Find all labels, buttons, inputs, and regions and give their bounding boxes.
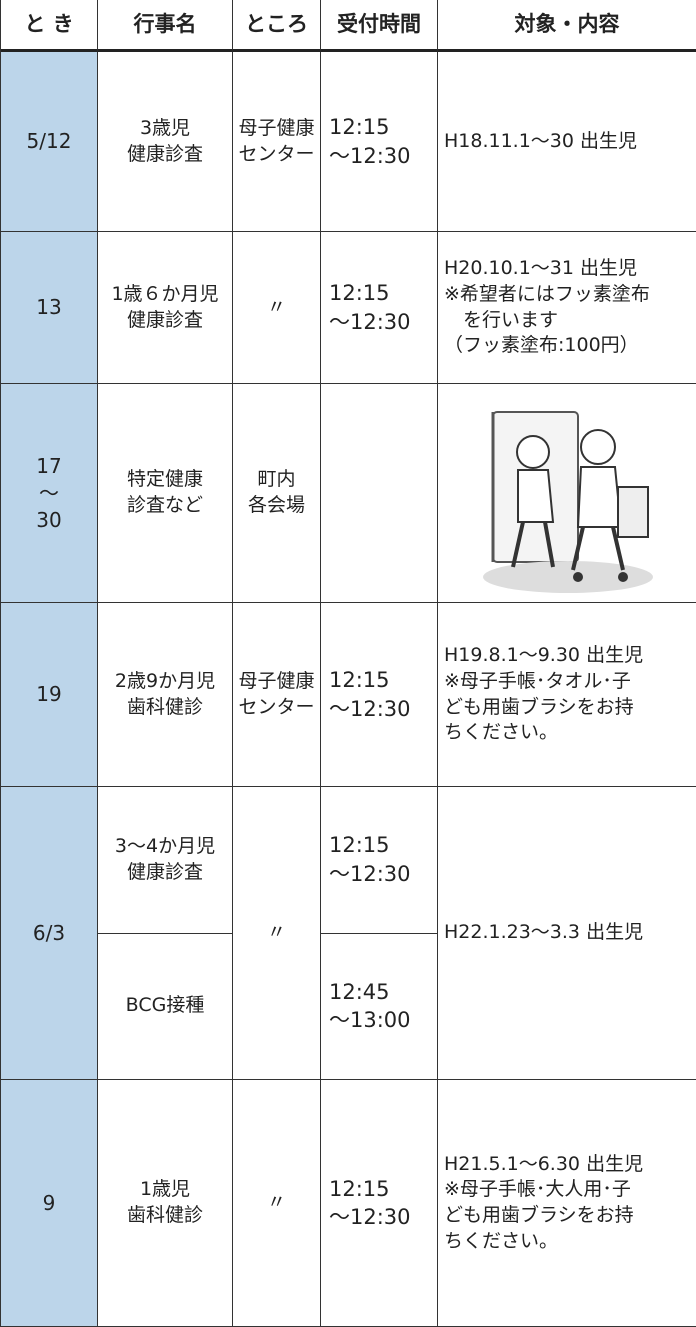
target-cell: H21.5.1～6.30 出生児 ※母子手帳･大人用･子 ども用歯ブラシをお持 … [438, 1080, 696, 1327]
place-cell: 町内 各会場 [233, 384, 321, 603]
date-cell-text: 19 [36, 682, 62, 706]
time-cell: 12:15 ～12:30 [321, 52, 438, 232]
time-cell-text: 12:15 ～12:30 [329, 1176, 411, 1229]
date-cell-text: 5/12 [26, 129, 72, 153]
target-cell [438, 384, 696, 603]
event-cell-text: 3～4か月児 健康診査 [114, 835, 216, 883]
date-cell: 13 [1, 232, 98, 384]
header-cell: と き [1, 0, 98, 52]
event-cell-text: 2歳9か月児 歯科健診 [114, 669, 216, 718]
date-cell: 5/12 [1, 52, 98, 232]
date-cell: 19 [1, 603, 98, 787]
time-cell-text: 12:15 ～12:30 [329, 833, 411, 886]
target-cell-text: H18.11.1～30 出生児 [444, 129, 638, 152]
target-cell-text: H22.1.23～3.3 出生児 [444, 921, 644, 944]
time-cell: 12:15 ～12:30 [321, 1080, 438, 1327]
header-cell-text: 対象・内容 [514, 12, 620, 37]
target-cell-text: H21.5.1～6.30 出生児 ※母子手帳･大人用･子 ども用歯ブラシをお持 … [444, 1152, 644, 1252]
event-cell-text: 1歳児 歯科健診 [126, 1178, 203, 1226]
date-cell-text: 17 ～ 30 [36, 453, 62, 532]
event-cell: 特定健康 診査など [98, 384, 233, 603]
place-cell-text: 〃 [266, 1191, 286, 1214]
header-cell: 受付時間 [321, 0, 438, 52]
date-cell: 9 [1, 1080, 98, 1327]
target-cell-text: H20.10.1～31 出生児 ※希望者にはフッ素塗布 を行います （フッ素塗布… [444, 257, 650, 357]
place-cell: 母子健康 センター [233, 603, 321, 787]
place-cell-text: 〃 [266, 295, 286, 318]
time-cell: 12:15 ～12:30 [321, 232, 438, 384]
header-cell: ところ [233, 0, 321, 52]
header-cell-text: ところ [245, 12, 308, 37]
event-cell-text: 特定健康 診査など [126, 468, 203, 516]
target-cell: H20.10.1～31 出生児 ※希望者にはフッ素塗布 を行います （フッ素塗布… [438, 232, 696, 384]
event-cell: BCG接種 [98, 933, 233, 1080]
event-cell-text: BCG接種 [125, 994, 205, 1017]
time-cell: 12:15 ～12:30 [321, 603, 438, 787]
time-cell: 12:45 ～13:00 [321, 933, 438, 1080]
target-cell-text: H19.8.1～9.30 出生児 ※母子手帳･タオル･子 ども用歯ブラシをお持 … [444, 644, 644, 744]
header-cell-text: 行事名 [133, 12, 197, 37]
place-cell: 母子健康 センター [233, 52, 321, 232]
target-cell: H18.11.1～30 出生児 [438, 52, 696, 232]
event-cell: 3歳児 健康診査 [98, 52, 233, 232]
target-cell: H19.8.1～9.30 出生児 ※母子手帳･タオル･子 ども用歯ブラシをお持 … [438, 603, 696, 787]
date-cell: 17 ～ 30 [1, 384, 98, 603]
place-cell: 〃 [233, 1080, 321, 1327]
time-cell-text: 12:15 ～12:30 [329, 281, 411, 334]
event-cell: 2歳9か月児 歯科健診 [98, 603, 233, 787]
illustration [483, 411, 653, 593]
target-cell: H22.1.23～3.3 出生児 [438, 787, 696, 1080]
place-cell-text: 母子健康 センター [238, 116, 315, 165]
header-cell: 行事名 [98, 0, 233, 52]
time-cell [321, 384, 438, 603]
event-cell-text: 1歳６か月児 健康診査 [111, 282, 219, 331]
header-cell-text: と き [24, 12, 74, 37]
place-cell-text: 〃 [266, 921, 286, 944]
date-cell-text: 9 [42, 1190, 56, 1215]
time-cell-text: 12:15 ～12:30 [329, 668, 411, 721]
place-cell-text: 母子健康 センター [238, 669, 315, 718]
header-cell-text: 受付時間 [337, 12, 421, 37]
event-cell: 3～4か月児 健康診査 [98, 787, 233, 934]
date-cell-text: 13 [36, 295, 62, 319]
event-cell: 1歳児 歯科健診 [98, 1080, 233, 1327]
place-cell: 〃 [233, 787, 321, 1080]
date-cell-text: 6/3 [32, 920, 66, 945]
time-cell-text: 12:45 ～13:00 [329, 979, 411, 1033]
place-cell-text: 町内 各会場 [247, 468, 305, 516]
place-cell: 〃 [233, 232, 321, 384]
time-cell: 12:15 ～12:30 [321, 787, 438, 934]
header-cell: 対象・内容 [438, 0, 696, 52]
event-cell: 1歳６か月児 健康診査 [98, 232, 233, 384]
date-cell: 6/3 [1, 787, 98, 1080]
event-cell-text: 3歳児 健康診査 [126, 116, 203, 165]
time-cell-text: 12:15 ～12:30 [329, 115, 411, 168]
